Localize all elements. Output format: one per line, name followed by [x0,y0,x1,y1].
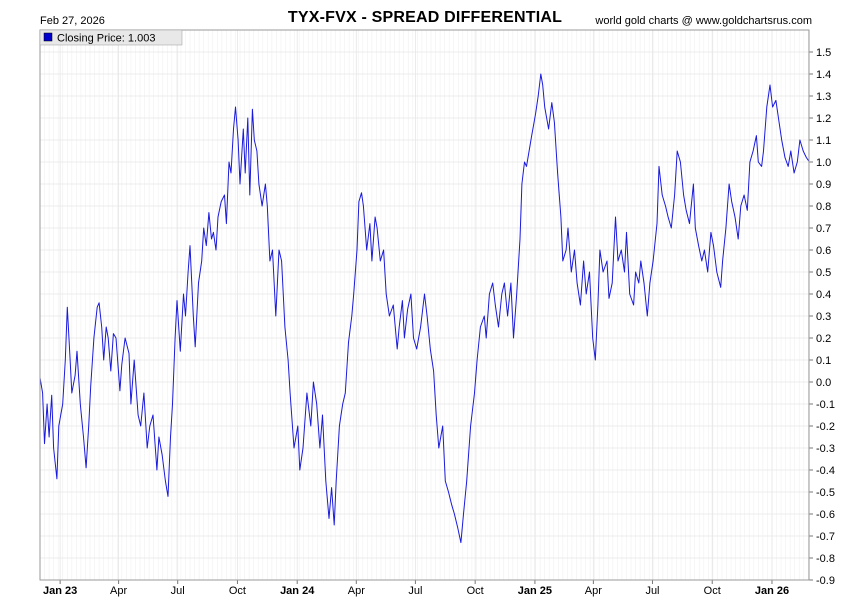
legend: Closing Price: 1.003 [39,29,183,46]
chart-title: TYX-FVX - SPREAD DIFFERENTIAL [0,9,850,27]
y-tick-label: -0.6 [816,509,835,521]
chart-date: Feb 27, 2026 [40,15,105,27]
legend-swatch [43,32,53,42]
x-tick-label: Oct [704,585,721,597]
y-tick-label: 1.0 [816,157,831,169]
y-tick-label: 1.5 [816,47,831,59]
y-tick-label: 0.6 [816,245,831,257]
x-tick-label: Jan 24 [280,585,315,597]
y-tick-label: 1.4 [816,69,831,81]
y-tick-label: -0.7 [816,531,835,543]
y-tick-label: 0.0 [816,377,831,389]
x-tick-label: Jul [171,585,185,597]
series-line-closing-price [39,73,810,544]
chart-title-text: TYX-FVX - SPREAD DIFFERENTIAL [287,9,563,26]
y-tick-label: -0.1 [816,399,835,411]
source-credit: world gold charts @ www.goldchartsrus.co… [595,15,812,27]
y-tick-label: 1.1 [816,135,831,147]
x-tick-label: Apr [348,585,365,597]
x-tick-label: Apr [110,585,127,597]
y-tick-label: 0.8 [816,201,831,213]
plot-frame [39,29,810,581]
x-tick-label: Jul [408,585,422,597]
x-axis: Jan 23 Apr Jul Oct Jan 24 Apr Jul Oct Jan 25 Apr J… [43,580,789,597]
plot-area-background [40,30,809,580]
x-tick-label: Oct [229,585,246,597]
x-tick-label: Jan 26 [755,585,789,597]
y-tick-label: -0.9 [816,575,835,587]
y-tick-label: 0.1 [816,355,831,367]
header: Feb 27, 2026 TYX-FVX - SPREAD DIFFERENTI… [0,0,850,30]
y-tick-label: 0.3 [816,311,831,323]
x-tick-label: Oct [467,585,484,597]
y-tick-label: -0.8 [816,553,835,565]
y-axis: 1.5 1.4 1.3 1.2 1.1 1.0 0.9 0.8 0.7 0.6 0.5 0.4 0.3 0… [809,47,835,587]
y-tick-label: 0.7 [816,223,831,235]
x-tick-label: Jul [645,585,659,597]
y-tick-label: -0.3 [816,443,835,455]
y-tick-label: 0.4 [816,289,831,301]
x-tick-label: Jan 23 [43,585,77,597]
y-tick-label: 0.5 [816,267,831,279]
y-tick-label: 1.3 [816,91,831,103]
x-tick-label: Apr [585,585,602,597]
x-tick-label: Jan 25 [518,585,552,597]
legend-label: Closing Price: 1.003 [57,33,155,45]
y-tick-label: -0.2 [816,421,835,433]
y-tick-label: -0.4 [816,465,835,477]
y-tick-label: 1.2 [816,113,831,125]
grid-lines [40,30,809,581]
y-tick-label: 0.9 [816,179,831,191]
y-tick-label: 0.2 [816,333,831,345]
legend-background [39,29,183,46]
y-tick-label: -0.5 [816,487,835,499]
